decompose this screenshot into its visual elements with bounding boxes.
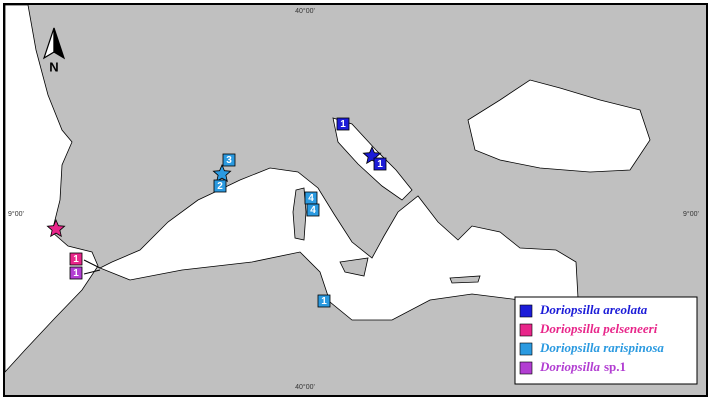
marker-label: 2 xyxy=(217,181,223,192)
legend-swatch xyxy=(519,304,533,318)
legend-label: Doriopsilla sp.1 xyxy=(539,359,626,374)
marker xyxy=(69,266,83,280)
sicily xyxy=(339,257,369,277)
marker xyxy=(69,252,83,266)
legend-swatch xyxy=(519,361,533,375)
marker-label: 4 xyxy=(308,193,314,204)
north-arrow: N xyxy=(42,27,66,74)
marker-label: 1 xyxy=(73,254,79,265)
marker-label: 4 xyxy=(310,205,316,216)
legend-label: Doriopsilla areolata xyxy=(539,302,648,317)
marker xyxy=(373,157,387,171)
marker-label: 1 xyxy=(377,159,383,170)
coord-label: 40°00' xyxy=(295,383,315,391)
legend-label: Doriopsilla pelseneeri xyxy=(539,321,658,336)
mediterranean xyxy=(99,167,579,332)
marker-label: 3 xyxy=(226,155,232,166)
type-locality-star xyxy=(46,218,66,238)
leader-line xyxy=(83,259,101,269)
marker-label: 1 xyxy=(73,268,79,279)
leader-line xyxy=(83,269,101,275)
coord-label: 9°00' xyxy=(8,210,24,218)
marker xyxy=(213,179,227,193)
marker-label: 1 xyxy=(340,119,346,130)
legend: Doriopsilla areolata Doriopsilla pelsenee… xyxy=(519,302,664,375)
legend-name: Doriopsilla pelseneeri xyxy=(539,321,658,336)
legend-suffix: sp.1 xyxy=(604,359,626,374)
marker xyxy=(306,203,320,217)
legend-label: Doriopsilla rarispinosa xyxy=(539,340,664,355)
black-sea xyxy=(467,79,651,173)
legend-swatch xyxy=(519,342,533,356)
marker-label: 1 xyxy=(321,296,327,307)
legend-name: Doriopsilla rarispinosa xyxy=(539,340,664,355)
marker xyxy=(317,294,331,308)
marker xyxy=(336,117,350,131)
north-label: N xyxy=(49,59,58,74)
corsica-sardinia xyxy=(292,187,307,241)
legend-box xyxy=(514,296,698,385)
legend-name: Doriopsilla areolata xyxy=(539,302,648,317)
marker xyxy=(222,153,236,167)
legend-name: Doriopsilla xyxy=(539,359,600,374)
coord-label: 9°00' xyxy=(683,210,699,218)
coord-label: 40°00' xyxy=(295,7,315,15)
type-locality-star xyxy=(212,163,232,183)
legend-swatch xyxy=(519,323,533,337)
crete xyxy=(449,275,481,284)
markers: 1 1 3 2 44 1 1 1 xyxy=(69,117,387,308)
